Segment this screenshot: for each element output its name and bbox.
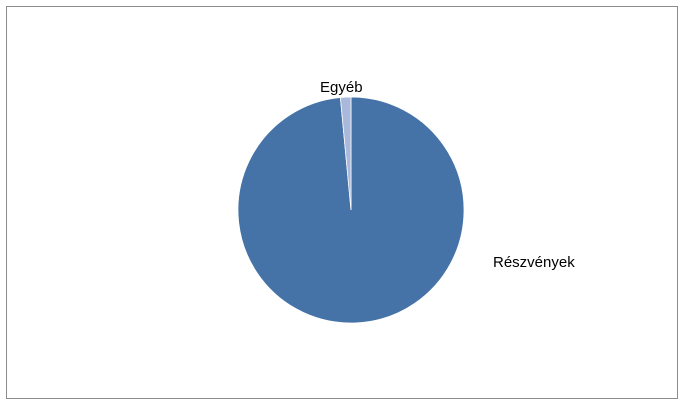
slice-label-reszvenyek: Részvények <box>493 254 575 271</box>
pie-slices <box>237 96 465 324</box>
slice-label-egyeb: Egyéb <box>320 79 363 96</box>
pie-slice-egyeb <box>339 96 352 211</box>
